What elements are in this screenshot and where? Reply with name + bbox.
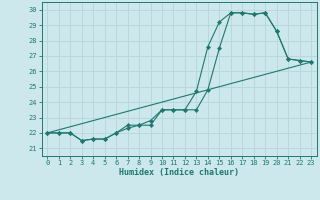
X-axis label: Humidex (Indice chaleur): Humidex (Indice chaleur) — [119, 168, 239, 177]
